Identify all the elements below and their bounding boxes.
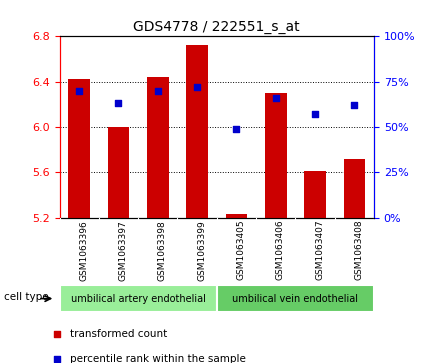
- Bar: [217, 285, 374, 312]
- Text: GSM1063399: GSM1063399: [197, 220, 206, 281]
- Text: GSM1063398: GSM1063398: [158, 220, 167, 281]
- Text: GSM1063407: GSM1063407: [315, 220, 324, 281]
- Point: [194, 84, 201, 90]
- Text: percentile rank within the sample: percentile rank within the sample: [71, 354, 246, 363]
- Point: [76, 88, 82, 94]
- Point: [351, 102, 358, 108]
- Text: transformed count: transformed count: [71, 329, 167, 339]
- Bar: [265, 93, 286, 218]
- Point: [115, 101, 122, 106]
- Text: GSM1063405: GSM1063405: [236, 220, 245, 281]
- Point: [272, 95, 279, 101]
- Point: [312, 111, 318, 117]
- Text: GSM1063406: GSM1063406: [276, 220, 285, 281]
- Bar: [226, 215, 247, 218]
- Bar: [186, 45, 208, 218]
- Text: GSM1063396: GSM1063396: [79, 220, 88, 281]
- Title: GDS4778 / 222551_s_at: GDS4778 / 222551_s_at: [133, 20, 300, 34]
- Text: umbilical artery endothelial: umbilical artery endothelial: [71, 294, 206, 303]
- Point: [154, 88, 161, 94]
- Bar: [108, 127, 129, 218]
- Bar: [60, 285, 217, 312]
- Point: [54, 356, 61, 362]
- Text: GSM1063408: GSM1063408: [354, 220, 363, 281]
- Point: [233, 126, 240, 132]
- Bar: [68, 79, 90, 218]
- Text: cell type: cell type: [4, 292, 49, 302]
- Point: [54, 331, 61, 337]
- Bar: [304, 171, 326, 218]
- Text: umbilical vein endothelial: umbilical vein endothelial: [232, 294, 358, 303]
- Text: GSM1063397: GSM1063397: [119, 220, 128, 281]
- Bar: [147, 77, 169, 218]
- Bar: [343, 159, 365, 218]
